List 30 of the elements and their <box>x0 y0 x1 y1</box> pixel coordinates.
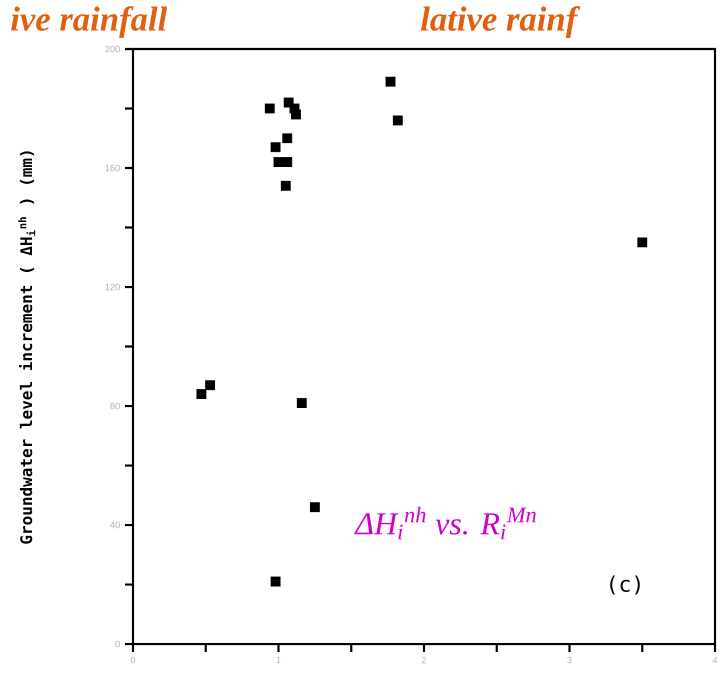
point <box>282 133 292 144</box>
point <box>291 110 301 120</box>
point <box>282 157 292 167</box>
y-tick-label: 160 <box>105 164 120 172</box>
annotation: ΔH$_{i}$$^{nh}$ vs. R$_{i}$Mn <box>354 506 536 540</box>
point <box>270 142 281 152</box>
point <box>280 180 291 191</box>
text: ive rainfall <box>11 6 168 38</box>
point <box>205 380 216 390</box>
point <box>196 389 206 400</box>
point <box>310 502 320 512</box>
x-tick-label: 2 <box>422 656 426 664</box>
text: lative rainf <box>421 6 580 38</box>
y-tick-label: 120 <box>105 284 120 290</box>
point <box>637 237 648 248</box>
point <box>386 76 396 87</box>
y-tick-label: 40 <box>110 522 120 528</box>
x-tick-label: 0 <box>130 656 136 664</box>
y-tick-label: 0 <box>115 640 120 648</box>
annotation: (c) <box>610 576 640 594</box>
x-tick-label: 1 <box>276 656 281 664</box>
point <box>392 115 403 126</box>
y-tick-label: 80 <box>110 402 120 410</box>
y-tick-label: 200 <box>105 46 120 52</box>
point <box>270 576 281 586</box>
x-tick-label: 4 <box>712 656 718 664</box>
x-tick-label: 3 <box>567 656 572 664</box>
text: Groundwater level increment ( ΔH$_{i}$$^{nh}$ ) (mm) <box>18 151 36 544</box>
point <box>296 398 307 408</box>
point <box>264 104 275 114</box>
